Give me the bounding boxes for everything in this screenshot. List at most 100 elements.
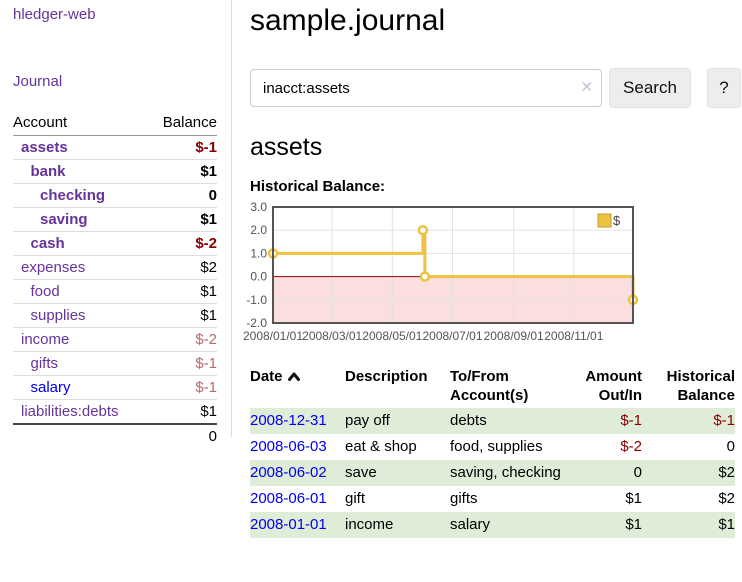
svg-text:$: $ — [613, 213, 621, 228]
account-link[interactable]: bank — [30, 163, 66, 180]
account-link[interactable]: salary — [30, 379, 71, 396]
transaction-description: gift — [345, 490, 366, 507]
svg-text:1.0: 1.0 — [250, 246, 267, 260]
transaction-accounts: salary — [450, 516, 491, 533]
transaction-description: eat & shop — [345, 438, 417, 455]
svg-text:0.0: 0.0 — [250, 270, 267, 284]
account-balance: $1 — [147, 279, 217, 304]
accounts-total-spacer — [13, 423, 148, 448]
chart-title: Historical Balance: — [250, 178, 386, 195]
transaction-amount: 0 — [633, 464, 642, 481]
transaction-date-link[interactable]: 2008-06-01 — [250, 490, 327, 507]
account-link[interactable]: expenses — [21, 259, 86, 276]
account-row: liabilities:debts $1 — [13, 399, 217, 425]
transactions-header-row: Date Description To/From Account(s) Amou… — [250, 365, 735, 408]
transaction-date-cell: 2008-06-01 — [250, 486, 345, 512]
transaction-accounts: gifts — [450, 490, 478, 507]
transaction-row[interactable]: 2008-01-01 income salary $1 $1 — [250, 512, 735, 538]
transaction-row[interactable]: 2008-06-02 save saving, checking 0 $2 — [250, 460, 735, 486]
account-name-cell: assets — [13, 135, 148, 160]
account-link[interactable]: assets — [21, 139, 68, 156]
transaction-date-cell: 2008-01-01 — [250, 512, 345, 538]
search-input-wrap: ✕ — [250, 69, 603, 107]
account-balance: $-2 — [147, 231, 217, 256]
account-balance: $1 — [147, 207, 217, 232]
account-name-cell: saving — [13, 207, 148, 232]
account-link[interactable]: liabilities:debts — [21, 403, 119, 420]
account-name-cell: income — [13, 327, 148, 352]
account-name-cell: supplies — [13, 303, 148, 328]
account-balance: $1 — [147, 303, 217, 328]
transaction-date-link[interactable]: 2008-01-01 — [250, 516, 327, 533]
account-link[interactable]: saving — [40, 211, 88, 228]
account-name-cell: bank — [13, 159, 148, 184]
svg-text:2.0: 2.0 — [250, 223, 267, 237]
account-name-cell: gifts — [13, 351, 148, 376]
account-row: salary $-1 — [13, 375, 217, 400]
transaction-date-link[interactable]: 2008-06-02 — [250, 464, 327, 481]
transaction-description: income — [345, 516, 394, 533]
header-date[interactable]: Date — [250, 365, 345, 408]
transaction-row[interactable]: 2008-12-31 pay off debts $-1 $-1 — [250, 408, 735, 434]
transactions-table: Date Description To/From Account(s) Amou… — [250, 365, 735, 538]
search-input[interactable] — [250, 69, 603, 107]
account-name-cell: checking — [13, 183, 148, 208]
header-accounts: To/From Account(s) — [450, 368, 529, 404]
account-link[interactable]: supplies — [30, 307, 86, 324]
header-amount: Amount Out/In — [585, 368, 642, 404]
transaction-amount: $1 — [625, 490, 642, 507]
search-button[interactable]: Search — [609, 68, 691, 108]
svg-text:-2.0: -2.0 — [246, 316, 267, 330]
transaction-balance: $2 — [718, 464, 735, 481]
journal-link[interactable]: Journal — [13, 73, 63, 90]
header-description: Description — [345, 368, 428, 385]
transaction-date-link[interactable]: 2008-06-03 — [250, 438, 327, 455]
transaction-date-link[interactable]: 2008-12-31 — [250, 412, 327, 429]
account-balance: $-2 — [147, 327, 217, 352]
account-row: cash $-2 — [13, 231, 217, 256]
account-link[interactable]: checking — [40, 187, 106, 204]
transaction-amount: $1 — [625, 516, 642, 533]
account-row: expenses $2 — [13, 255, 217, 280]
account-balance: $-1 — [147, 375, 217, 400]
account-balance: $-1 — [147, 135, 217, 160]
clear-search-icon[interactable]: ✕ — [580, 79, 594, 96]
svg-text:-1.0: -1.0 — [246, 293, 267, 307]
transaction-row[interactable]: 2008-06-03 eat & shop food, supplies $-2 0 — [250, 434, 735, 460]
account-name-cell: cash — [13, 231, 148, 256]
app-title-link[interactable]: hledger-web — [13, 6, 96, 23]
transaction-amount: $-1 — [620, 412, 642, 429]
main-content: sample.journal ✕ Search ? assets Histori… — [232, 0, 741, 582]
transaction-row[interactable]: 2008-06-01 gift gifts $1 $2 — [250, 486, 735, 512]
account-row: income $-2 — [13, 327, 217, 352]
header-date-label: Date — [250, 368, 283, 385]
transaction-date-cell: 2008-06-02 — [250, 460, 345, 486]
account-row: food $1 — [13, 279, 217, 304]
account-link[interactable]: gifts — [30, 355, 59, 372]
transaction-balance: $1 — [718, 516, 735, 533]
accounts-table: Account Balance assets $-1 bank $1 checking 0… — [13, 111, 217, 448]
account-row: bank $1 — [13, 159, 217, 184]
accounts-header-row: Account Balance — [13, 111, 217, 136]
svg-text:2008/01/01: 2008/01/01 — [243, 329, 303, 343]
account-balance: 0 — [147, 183, 217, 208]
svg-text:2008/03/01: 2008/03/01 — [302, 329, 362, 343]
transaction-description: save — [345, 464, 377, 481]
account-link[interactable]: food — [30, 283, 60, 300]
transaction-balance: $-1 — [713, 412, 735, 429]
svg-text:2008/07/01: 2008/07/01 — [422, 329, 482, 343]
account-balance: $1 — [147, 159, 217, 184]
page-title: sample.journal — [250, 4, 446, 37]
transaction-balance: $2 — [718, 490, 735, 507]
help-button[interactable]: ? — [706, 68, 741, 108]
accounts-total-balance: 0 — [147, 423, 217, 448]
account-link[interactable]: income — [21, 331, 70, 348]
transaction-amount: $-2 — [620, 438, 642, 455]
transaction-accounts: food, supplies — [450, 438, 543, 455]
header-balance: Historical Balance — [666, 368, 735, 404]
transaction-date-cell: 2008-12-31 — [250, 408, 345, 434]
account-link[interactable]: cash — [30, 235, 65, 252]
account-row: checking 0 — [13, 183, 217, 208]
